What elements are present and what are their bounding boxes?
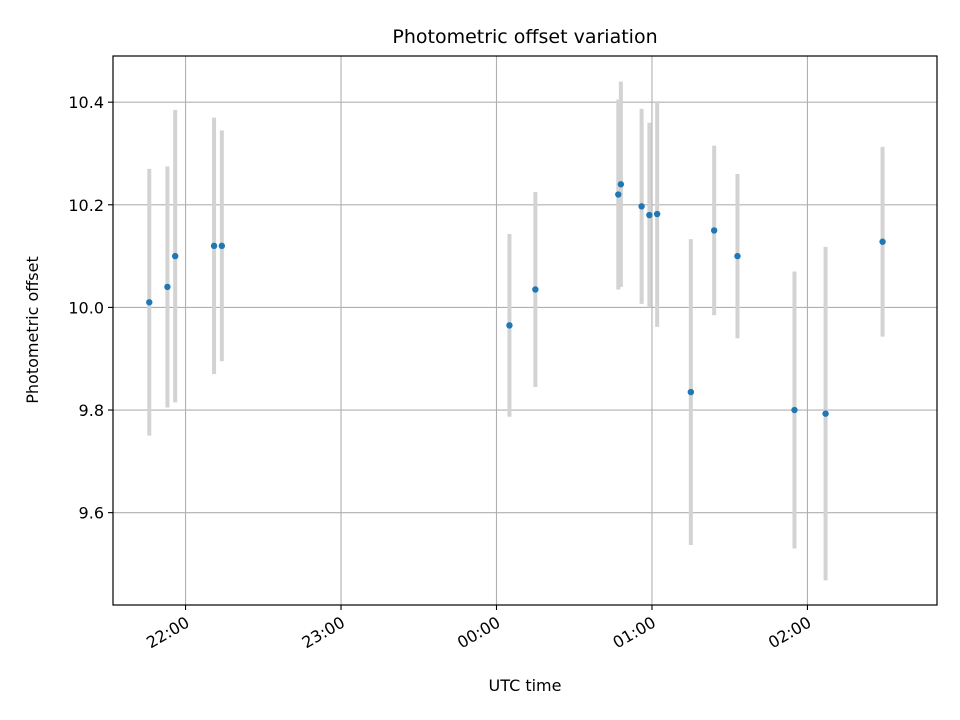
data-point (532, 286, 539, 293)
y-tick-label: 10.2 (68, 196, 104, 215)
y-axis-ticks: 9.6 9.8 10.0 10.2 10.4 (68, 93, 113, 523)
y-axis-label: Photometric offset (23, 256, 42, 404)
data-point (146, 299, 153, 306)
grid (113, 56, 937, 605)
y-tick-label: 9.8 (79, 401, 104, 420)
data-point (615, 191, 622, 198)
data-points (146, 181, 886, 417)
data-point (506, 322, 513, 329)
plot-area-frame (112, 55, 938, 606)
y-tick-label: 10.4 (68, 93, 104, 112)
data-point (171, 252, 179, 260)
data-point (218, 242, 226, 250)
data-point (687, 388, 695, 396)
data-point (638, 203, 645, 210)
y-tick-label: 9.6 (79, 504, 104, 523)
data-point (879, 238, 886, 245)
data-point (734, 252, 741, 260)
data-point (646, 211, 653, 219)
data-point (822, 410, 829, 417)
y-tick-label: 10.0 (68, 298, 104, 317)
data-point (164, 283, 171, 291)
data-point (210, 242, 218, 250)
x-axis-label: UTC time (489, 676, 562, 695)
data-point (791, 406, 798, 414)
data-point (710, 227, 718, 234)
data-point (617, 181, 625, 188)
chart-title: Photometric offset variation (392, 26, 657, 48)
data-point (653, 210, 661, 218)
